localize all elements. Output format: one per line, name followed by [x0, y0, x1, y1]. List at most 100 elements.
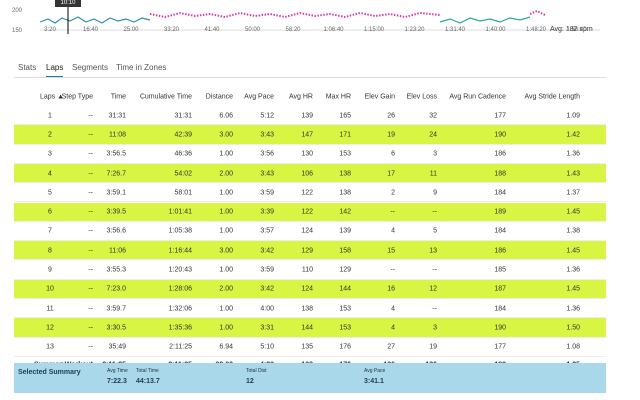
cell: 42:39 — [174, 131, 192, 139]
cell: 2 — [391, 189, 395, 197]
column-header: Laps ▲ — [40, 93, 65, 101]
x-label: 1:56:40 — [566, 27, 587, 33]
column-header: Max HR — [325, 93, 351, 101]
cell: 184 — [494, 227, 506, 235]
cell: 1.00 — [219, 266, 233, 274]
lap-row[interactable] — [14, 183, 606, 203]
summary-value: 12 — [246, 378, 254, 385]
cell: 19 — [387, 131, 395, 139]
cell: 1.42 — [566, 131, 580, 139]
cell: 176 — [339, 343, 351, 351]
cell: 158 — [339, 247, 351, 255]
column-header: Avg HR — [289, 93, 313, 101]
cell: 9 — [48, 266, 52, 274]
x-label: 3:20 — [44, 27, 56, 33]
x-label: 58:20 — [285, 27, 301, 33]
cell: 3:39 — [260, 208, 274, 216]
cell: -- — [88, 305, 93, 313]
avg-label: Avg: 182 spm — [550, 26, 593, 33]
cell: 5 — [433, 227, 437, 235]
cell: -- — [88, 150, 93, 158]
summary-value: 44:13.7 — [136, 378, 160, 385]
cell: 24 — [429, 131, 437, 139]
cell: 1:28:06 — [168, 285, 192, 293]
cell: 4 — [391, 324, 395, 332]
cell: 129 — [339, 266, 351, 274]
cell: 122 — [301, 208, 313, 216]
cell: 186 — [494, 150, 506, 158]
cell: 138 — [339, 170, 351, 178]
lap-row[interactable] — [14, 299, 606, 319]
cell: 4 — [391, 227, 395, 235]
tab[interactable]: Stats — [18, 63, 37, 72]
cell: 1:05:38 — [168, 227, 192, 235]
cell: 7 — [48, 227, 52, 235]
cell: -- — [88, 266, 93, 274]
cell: 3:31 — [260, 324, 274, 332]
cell: 1.00 — [219, 208, 233, 216]
cell: 8 — [48, 247, 52, 255]
cell: 6 — [391, 150, 395, 158]
lap-row[interactable] — [14, 144, 606, 164]
cell: -- — [88, 170, 93, 178]
cell: 1.45 — [566, 285, 580, 293]
cell: 58:01 — [174, 189, 192, 197]
column-header: Elev Gain — [364, 93, 395, 101]
tab[interactable]: Segments — [72, 63, 109, 72]
cell: 35:49 — [108, 343, 126, 351]
cell: 4 — [391, 305, 395, 313]
cell: 3:43 — [260, 131, 274, 139]
lap-row[interactable] — [14, 318, 606, 338]
selected-summary — [14, 363, 606, 393]
cell: 27 — [387, 343, 395, 351]
cell: 4:00 — [260, 305, 274, 313]
cell: 54:02 — [174, 170, 192, 178]
cell: 1.36 — [566, 266, 580, 274]
x-label: 16:40 — [82, 27, 99, 33]
tab[interactable]: Time in Zones — [116, 63, 167, 72]
cell: 2.00 — [219, 285, 233, 293]
cell: 46:36 — [174, 150, 192, 158]
cell: 2 — [48, 131, 52, 139]
cell: 165 — [339, 112, 351, 120]
lap-row[interactable] — [14, 279, 606, 299]
cell: 3:42 — [260, 247, 274, 255]
lap-row[interactable] — [14, 337, 606, 357]
cell: 12 — [46, 324, 54, 332]
summary-value: 3:41.1 — [364, 378, 384, 385]
cell: 135 — [301, 343, 313, 351]
cell: 6.06 — [219, 112, 233, 120]
lap-row[interactable] — [14, 163, 606, 184]
cell: 153 — [339, 150, 351, 158]
cell: 1.36 — [566, 150, 580, 158]
lap-row[interactable] — [14, 260, 606, 280]
cell: 190 — [494, 131, 506, 139]
cell: 142 — [339, 208, 351, 216]
cell: 144 — [301, 324, 313, 332]
lap-row[interactable] — [14, 241, 606, 261]
cell: -- — [88, 112, 93, 120]
cell: 11:08 — [109, 131, 126, 139]
cell: 11 — [46, 305, 54, 313]
column-header: Cumulative Time — [139, 93, 192, 101]
cell: 3 — [433, 324, 437, 332]
cell: 2.00 — [219, 170, 233, 178]
cell: 3:59.7 — [106, 305, 126, 313]
cell: 6 — [48, 208, 52, 216]
lap-row[interactable] — [14, 202, 606, 222]
lap-row[interactable] — [14, 221, 606, 242]
cell: -- — [390, 266, 395, 274]
cadence-line — [39, 16, 151, 24]
lap-row[interactable] — [14, 106, 606, 126]
cell: 110 — [301, 266, 313, 274]
cell: 3 — [48, 150, 52, 158]
cell: 106 — [301, 170, 313, 178]
column-header: Elev Loss — [406, 93, 437, 101]
cell: 1.00 — [219, 305, 233, 313]
cell: 11 — [429, 170, 437, 178]
divider — [14, 77, 606, 78]
lap-row[interactable] — [14, 125, 606, 145]
cell: 7:26.7 — [106, 170, 126, 178]
cell: 185 — [494, 266, 506, 274]
column-header: Distance — [205, 93, 233, 101]
